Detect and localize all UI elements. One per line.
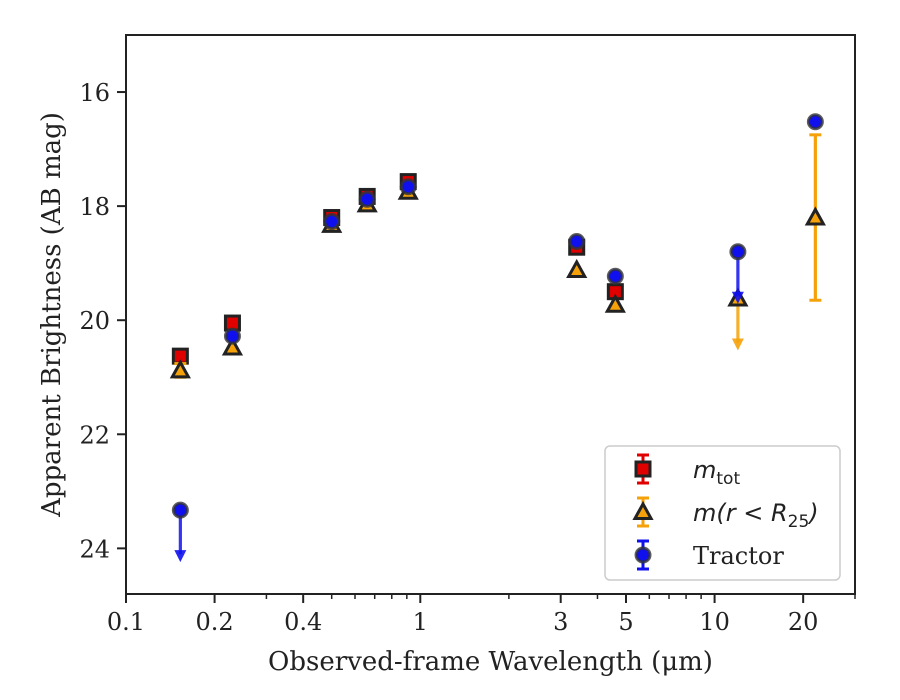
data-point	[804, 133, 826, 302]
triangle-marker	[169, 359, 191, 379]
legend-label: mtot	[693, 456, 740, 489]
series-layer	[169, 113, 826, 563]
data-point	[323, 213, 341, 231]
x-tick-label: 1	[413, 608, 428, 636]
y-axis: 16 18 20 22 24	[79, 79, 126, 563]
x-tick-label: 3	[553, 608, 568, 636]
data-point	[568, 232, 586, 250]
data-point	[358, 190, 376, 208]
legend-label: m(r < R25)	[693, 499, 819, 532]
x-tick-label: 20	[788, 608, 819, 636]
triangle-marker	[566, 258, 588, 278]
legend: mtot m(r < R25) Tractor	[604, 445, 841, 581]
x-tick-label: 5	[618, 608, 633, 636]
circle-marker	[399, 178, 417, 196]
legend-entry: m(r < R25)	[632, 496, 819, 532]
circle-marker	[634, 546, 652, 564]
legend-label-main: m	[693, 456, 716, 484]
circle-marker	[606, 267, 624, 285]
x-axis-label: Observed-frame Wavelength (μm)	[268, 647, 713, 677]
data-point	[566, 258, 588, 278]
legend-label-tail: )	[807, 499, 818, 527]
upper-limit-arrowhead	[731, 291, 744, 304]
x-tick-label: 0.2	[196, 608, 234, 636]
x-tick-label: 10	[699, 608, 730, 636]
x-tick-label: 0.4	[284, 608, 322, 636]
triangle-marker	[604, 293, 626, 313]
data-point	[606, 267, 624, 285]
legend-label-main: Tractor	[693, 542, 784, 570]
legend-label-main: m(r < R	[693, 499, 788, 527]
legend-entry: mtot	[634, 453, 740, 489]
data-point	[171, 501, 189, 563]
legend-label-subscript: tot	[716, 469, 740, 489]
circle-marker	[806, 113, 824, 131]
y-tick-label: 22	[79, 421, 110, 449]
y-tick-label: 18	[79, 193, 110, 221]
circle-marker	[358, 190, 376, 208]
data-point	[169, 359, 191, 379]
x-tick-label: 0.1	[107, 608, 145, 636]
y-tick-label: 16	[79, 79, 110, 107]
legend-entry: Tractor	[634, 539, 784, 571]
triangle-marker	[632, 500, 654, 520]
upper-limit-arrowhead	[731, 338, 744, 351]
circle-marker	[568, 232, 586, 250]
data-point	[604, 293, 626, 313]
data-point	[806, 113, 824, 131]
data-point	[399, 178, 417, 196]
triangle-marker	[221, 336, 244, 356]
circle-marker	[171, 501, 189, 519]
series-circle	[171, 113, 824, 563]
data-point	[727, 287, 749, 351]
y-tick-label: 24	[79, 535, 110, 563]
circle-marker	[323, 213, 341, 231]
y-tick-label: 20	[79, 307, 110, 335]
data-point	[223, 327, 241, 345]
upper-limit-arrowhead	[174, 550, 187, 563]
circle-marker	[729, 243, 747, 261]
data-point	[729, 243, 747, 304]
triangle-marker	[804, 206, 826, 226]
square-marker	[634, 460, 652, 478]
circle-marker	[223, 327, 241, 345]
y-axis-label: Apparent Brightness (AB mag)	[37, 112, 67, 518]
x-axis: 0.1 0.2 0.4 1 3 5 10 20	[107, 594, 856, 636]
data-point	[221, 336, 244, 356]
legend-label-subscript: 25	[788, 512, 810, 532]
legend-label: Tractor	[693, 542, 784, 570]
legend-box	[604, 445, 841, 581]
